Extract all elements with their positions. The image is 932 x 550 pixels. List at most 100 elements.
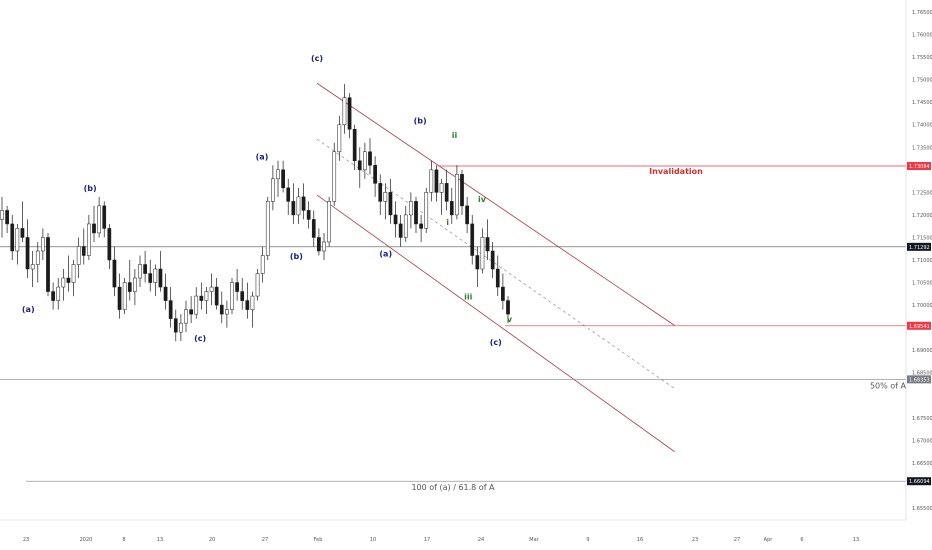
candle [250,291,255,328]
svg-text:1.66094: 1.66094 [909,479,930,485]
candle [403,205,408,242]
candle [189,296,193,324]
levels-layer [0,165,906,482]
candle [475,246,480,288]
candle [30,250,35,288]
x-axis[interactable]: 23 2020 8 13 20 27 Feb 10 17 24 Mar 9 16 23 27 Apr 6 13 [0,519,906,543]
candle [429,160,434,202]
price-tag: 1.66094 [907,477,931,486]
candle [41,228,45,260]
candle [235,269,239,301]
candle [209,273,214,306]
x-tick-label: 20 [209,537,215,543]
candle [260,246,265,283]
x-tick-label: 16 [637,537,643,543]
y-tick-label: 1.76000 [912,33,932,39]
candle [383,183,388,220]
candle [153,264,158,297]
candle [225,300,229,328]
y-tick-label: 1.65500 [912,506,932,512]
candle [465,196,469,233]
wave-label: (a) [379,249,392,258]
candle [357,147,362,188]
candle [439,178,444,215]
x-tick-label: 13 [853,537,859,543]
candle [179,314,183,342]
level-annotation: 50% of A [870,381,907,390]
level-annotation: 100 of (a) / 61.8 of A [411,483,495,492]
candle [15,223,20,265]
y-tick-label: 1.71000 [912,258,932,264]
candle [199,282,204,310]
price-tag: 1.71292 [907,242,931,251]
wave-label: i [446,218,449,227]
candle [87,214,91,260]
wave-label: (b) [290,252,303,261]
candle [332,142,337,206]
candles-layer [0,84,510,342]
svg-text:1.73084: 1.73084 [909,164,930,170]
candle [107,223,112,270]
price-tags: 1.73084 1.71292 1.69541 1.68353 1.66094 [907,162,931,486]
candle [434,165,439,202]
svg-text:1.69541: 1.69541 [909,324,930,330]
x-tick-label: 2020 [80,537,93,543]
candle [127,260,132,301]
candle [51,282,55,310]
candle [173,309,178,342]
candle [455,165,459,220]
candle [327,196,331,247]
candle [230,278,234,315]
candle [363,142,367,179]
candle [102,201,107,238]
channel-layer [316,82,675,452]
channel-lower-line [316,194,675,452]
candle [168,287,173,328]
x-tick-label: Apr [764,537,774,543]
y-tick-label: 1.67000 [912,438,932,444]
wave-label: (b) [84,184,97,193]
level-annotation: Invalidation [649,167,703,176]
wave-label: iii [464,293,472,302]
candle [245,282,250,319]
x-tick-label: 10 [370,537,376,543]
candle [56,278,61,310]
channel-upper-line [316,82,675,326]
candle [342,84,347,134]
y-axis[interactable]: 1.76500 1.76000 1.75500 1.75000 1.74500 1.740… [905,0,932,520]
y-tick-label: 1.70000 [912,303,932,309]
candle [286,178,291,215]
candle [322,232,326,260]
candle [112,246,117,297]
price-tag: 1.69541 [907,321,931,330]
y-tick-label: 1.75500 [912,55,932,61]
candle [214,278,219,310]
candle [311,210,316,247]
wave-label: (a) [22,305,35,314]
candle [501,273,505,310]
y-tick-label: 1.71500 [912,235,932,241]
x-tick-label: 23 [692,537,698,543]
candle [133,269,137,306]
wave-label: iv [478,195,487,204]
x-tick-label: 6 [800,537,803,543]
candle [71,260,76,297]
candle [449,187,454,224]
candle [61,269,66,301]
svg-text:1.68353: 1.68353 [909,377,930,383]
candle [460,169,464,215]
wave-label: ii [452,131,458,140]
x-tick-label: Feb [314,537,323,543]
candle [46,232,50,297]
candle [378,174,383,215]
y-tick-label: 1.73500 [912,145,932,151]
candle [163,273,168,310]
candle [388,178,393,224]
candle [301,183,306,220]
candle [25,219,30,279]
candle [158,250,163,292]
y-tick-label: 1.69000 [912,348,932,354]
candle [184,300,188,333]
y-tick-label: 1.68500 [912,371,932,377]
